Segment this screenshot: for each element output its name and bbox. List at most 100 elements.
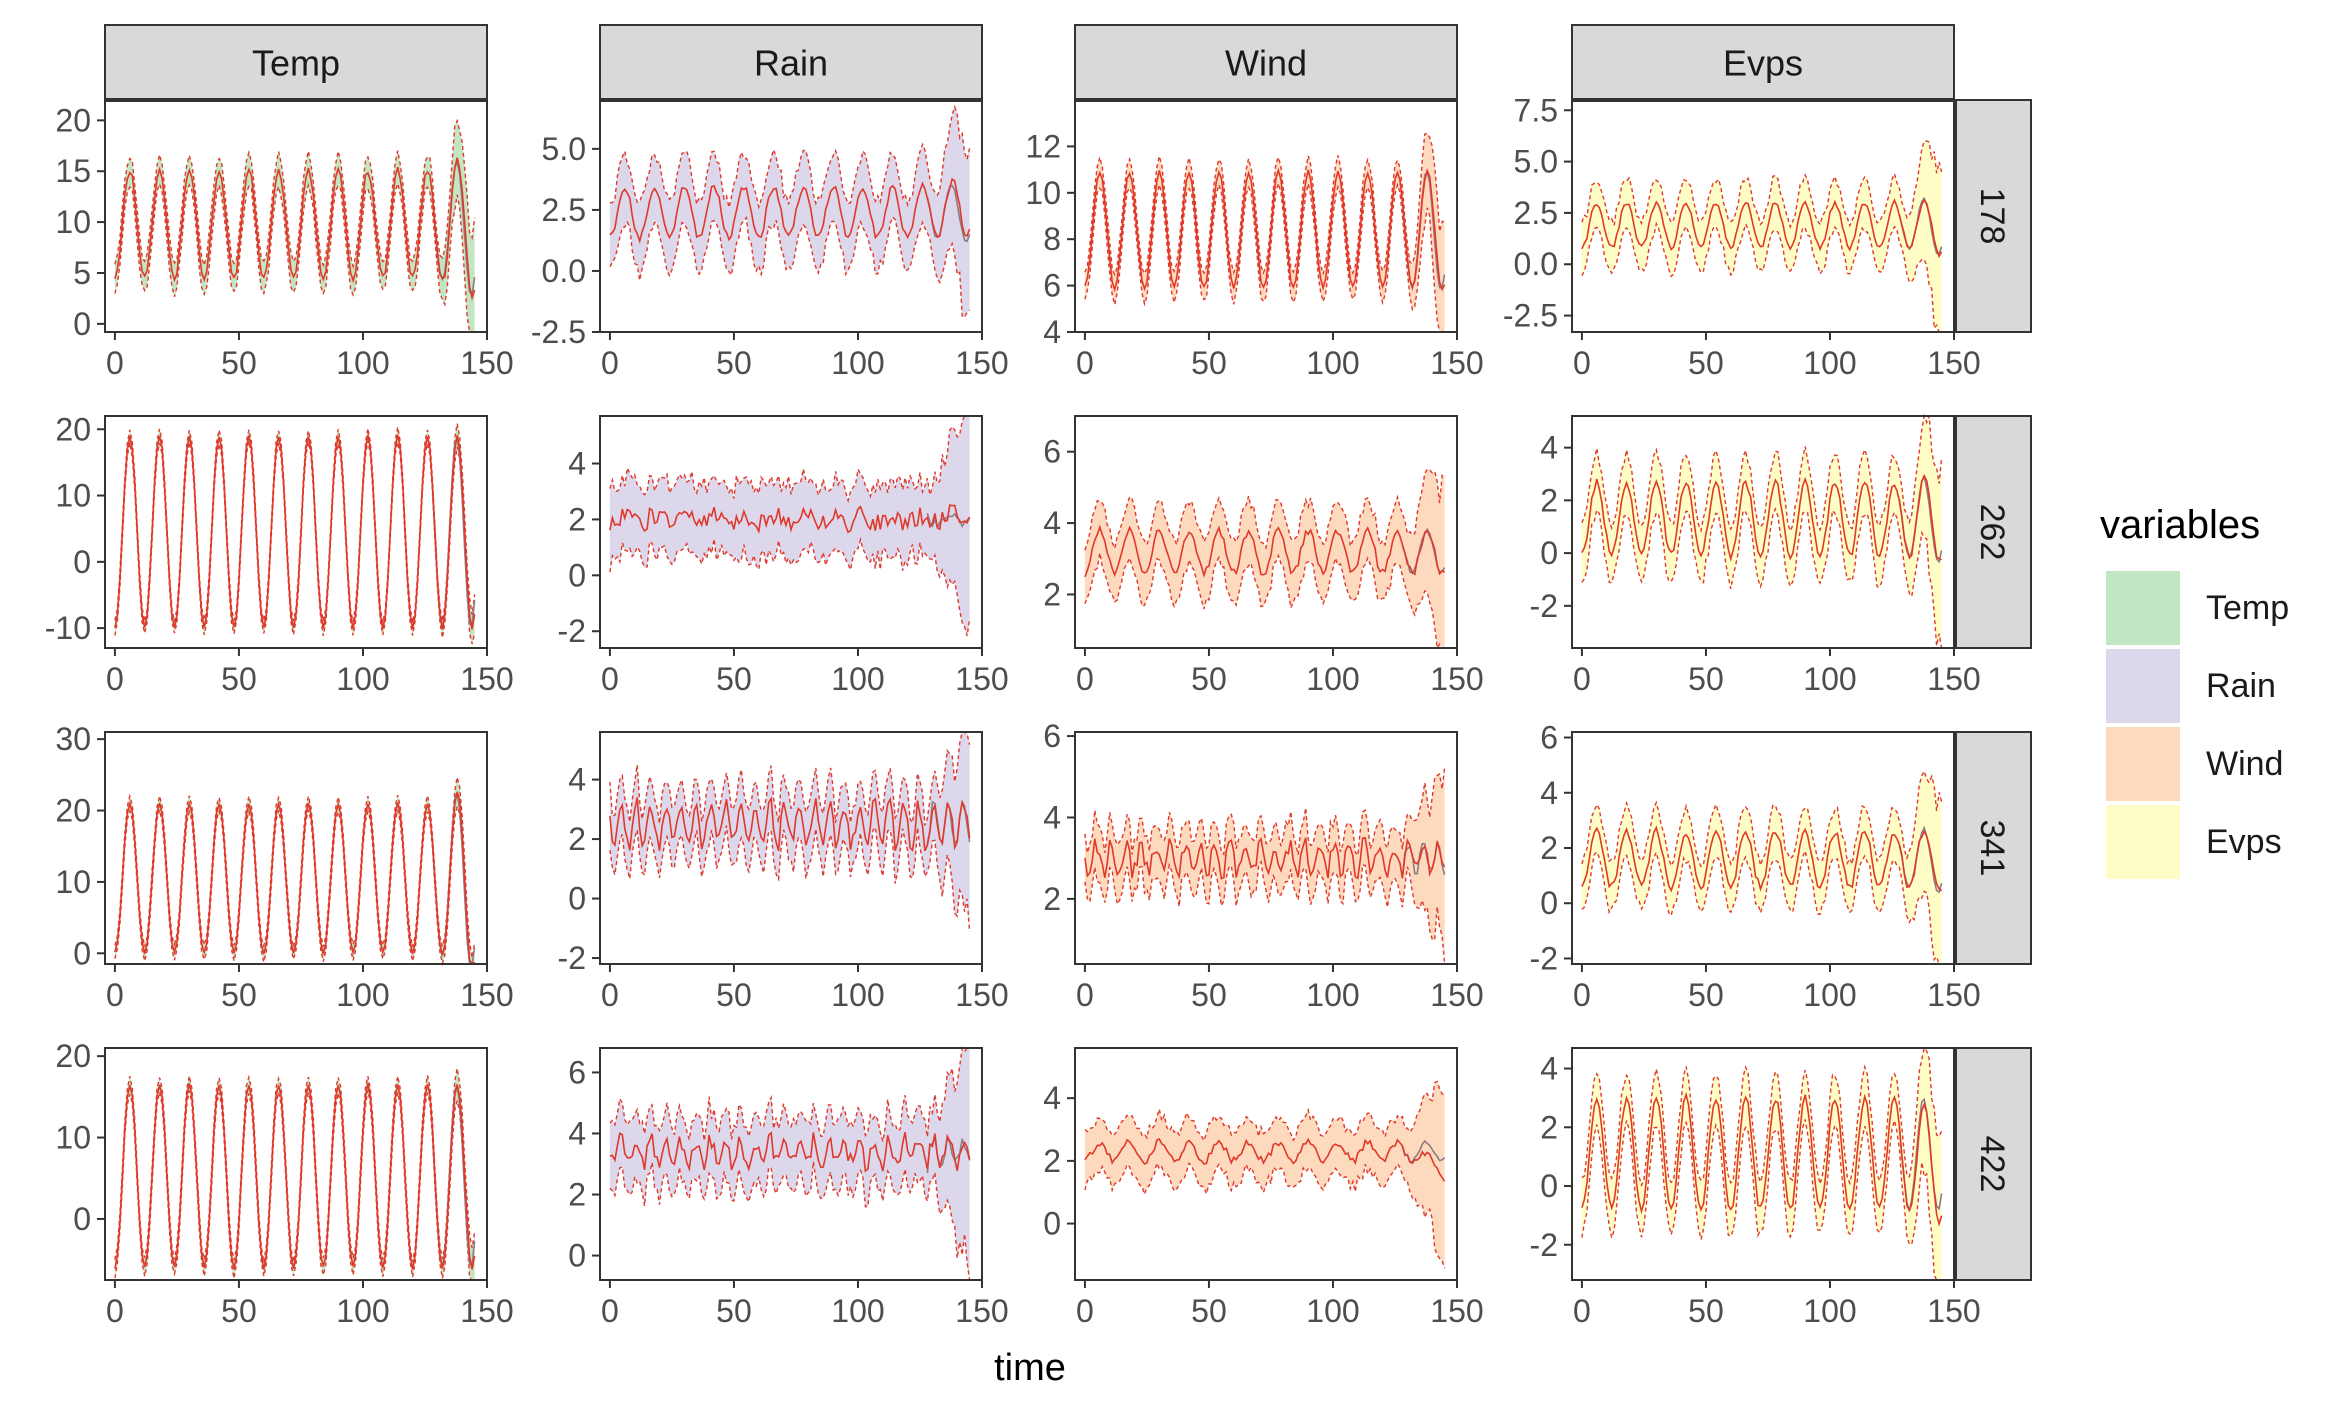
x-tick-label: 150 (1927, 977, 1980, 1013)
y-axis: -10 0 10 20 (45, 411, 105, 646)
upper-bound-line (1084, 468, 1445, 551)
x-axis-title: time (994, 1347, 1066, 1389)
column-strip-label: Temp (252, 43, 340, 84)
legend-swatch (2104, 569, 2182, 647)
x-axis: 0 50 100 150 (106, 648, 514, 697)
y-tick-label: 20 (55, 793, 91, 829)
y-tick-label: 0 (73, 935, 91, 971)
panel-wind-341: 2 4 6 0 50 100 150 (1043, 718, 1483, 1013)
prediction-interval-band (1084, 469, 1445, 648)
y-tick-label: 0 (568, 881, 586, 917)
y-tick-label: 2 (1043, 1143, 1061, 1179)
y-tick-label: 8 (1043, 221, 1061, 257)
column-strip-box (599, 24, 983, 101)
x-tick-label: 0 (601, 661, 619, 697)
x-axis: 0 50 100 150 (106, 964, 514, 1013)
prediction-line (609, 504, 971, 534)
y-tick-label: 6 (568, 1054, 586, 1090)
panel-temp-178: 0 5 10 15 20 0 50 100 150 (55, 99, 514, 381)
lower-bound-line (609, 825, 971, 932)
x-tick-label: 0 (601, 1293, 619, 1329)
panel-wind-422: 0 2 4 0 50 100 150 (1043, 1047, 1484, 1329)
x-tick-label: 0 (106, 1293, 124, 1329)
panel-border (1074, 1047, 1458, 1281)
legend-swatch (2104, 803, 2182, 881)
prediction-line (609, 177, 971, 244)
lower-bound-line (1084, 552, 1445, 650)
x-tick-label: 50 (221, 661, 257, 697)
x-tick-label: 50 (221, 977, 257, 1013)
y-tick-label: 2 (1043, 576, 1061, 612)
y-axis: -2.5 0.0 2.5 5.0 (531, 131, 600, 350)
upper-bound-line (1084, 1080, 1445, 1143)
y-axis: -2 0 2 4 6 (1530, 720, 1572, 976)
panel-temp-341: 0 10 20 30 0 50 100 150 (55, 721, 513, 1013)
lower-bound-line (1084, 180, 1445, 333)
y-tick-label: 0.0 (1514, 246, 1558, 282)
y-tick-label: -2 (1530, 1227, 1558, 1263)
row-strip-262: 262 (1953, 415, 2032, 649)
x-axis: 0 50 100 150 (1076, 1280, 1484, 1329)
panel-border (599, 415, 983, 649)
legend-entries: Temp Rain Wind Evps (2104, 569, 2289, 881)
y-tick-label: 30 (55, 721, 91, 757)
x-tick-label: 100 (831, 345, 884, 381)
y-tick-label: 2.5 (542, 192, 586, 228)
x-tick-label: 100 (831, 1293, 884, 1329)
x-tick-label: 50 (716, 345, 752, 381)
x-tick-label: 0 (1573, 1293, 1591, 1329)
x-tick-label: 100 (831, 661, 884, 697)
prediction-line (1581, 473, 1942, 563)
x-tick-label: 0 (1076, 1293, 1094, 1329)
x-axis: 0 50 100 150 (1573, 964, 1981, 1013)
x-tick-label: 150 (460, 977, 513, 1013)
column-strip-box (1074, 24, 1458, 101)
y-tick-label: 4 (1043, 505, 1061, 541)
x-tick-label: 100 (1803, 661, 1856, 697)
upper-bound-line (609, 415, 970, 504)
panel-border (599, 1047, 983, 1281)
y-tick-label: 0 (1540, 535, 1558, 571)
x-axis: 0 50 100 150 (601, 332, 1009, 381)
y-tick-label: 5 (73, 255, 91, 291)
y-tick-label: 0 (73, 1201, 91, 1237)
y-tick-label: 0 (568, 557, 586, 593)
lower-bound-line (114, 180, 475, 333)
x-tick-label: 100 (1306, 661, 1359, 697)
y-tick-label: 10 (55, 204, 91, 240)
y-axis: 0 10 20 (55, 1038, 105, 1237)
x-tick-label: 150 (1927, 1293, 1980, 1329)
upper-bound-line (1084, 767, 1446, 858)
legend-label: Evps (2206, 823, 2282, 861)
lower-bound-line (609, 536, 971, 637)
x-axis: 0 50 100 150 (1573, 332, 1981, 381)
prediction-line (1084, 524, 1446, 578)
y-axis: 0 5 10 15 20 (55, 102, 105, 342)
x-axis: 0 50 100 150 (106, 1280, 514, 1329)
prediction-line (1581, 1091, 1943, 1227)
x-tick-label: 150 (460, 661, 513, 697)
x-tick-label: 0 (106, 661, 124, 697)
lower-bound-line (114, 1090, 475, 1281)
y-tick-label: 10 (1025, 175, 1061, 211)
prediction-interval-band (1084, 133, 1445, 332)
prediction-interval-band (609, 1048, 970, 1280)
prediction-line (114, 434, 476, 630)
y-tick-label: 6 (1043, 268, 1061, 304)
x-tick-label: 0 (1076, 345, 1094, 381)
y-axis: 0 2 4 (1043, 1080, 1075, 1242)
upper-bound-line (609, 731, 971, 826)
row-strip-box (1954, 731, 2032, 965)
row-strip-label: 422 (1973, 1136, 2011, 1193)
x-axis: 0 50 100 150 (1573, 1280, 1981, 1329)
x-tick-label: 50 (1688, 977, 1724, 1013)
y-tick-label: 20 (55, 1038, 91, 1074)
panel-evps-262: -2 0 2 4 0 50 100 150 (1530, 413, 1981, 697)
prediction-interval-band (1581, 141, 1942, 332)
x-tick-label: 0 (1573, 977, 1591, 1013)
x-tick-label: 150 (1430, 661, 1483, 697)
upper-bound-line (1581, 140, 1943, 229)
prediction-line (1084, 836, 1446, 880)
legend-entry-wind: Wind (2104, 725, 2283, 803)
